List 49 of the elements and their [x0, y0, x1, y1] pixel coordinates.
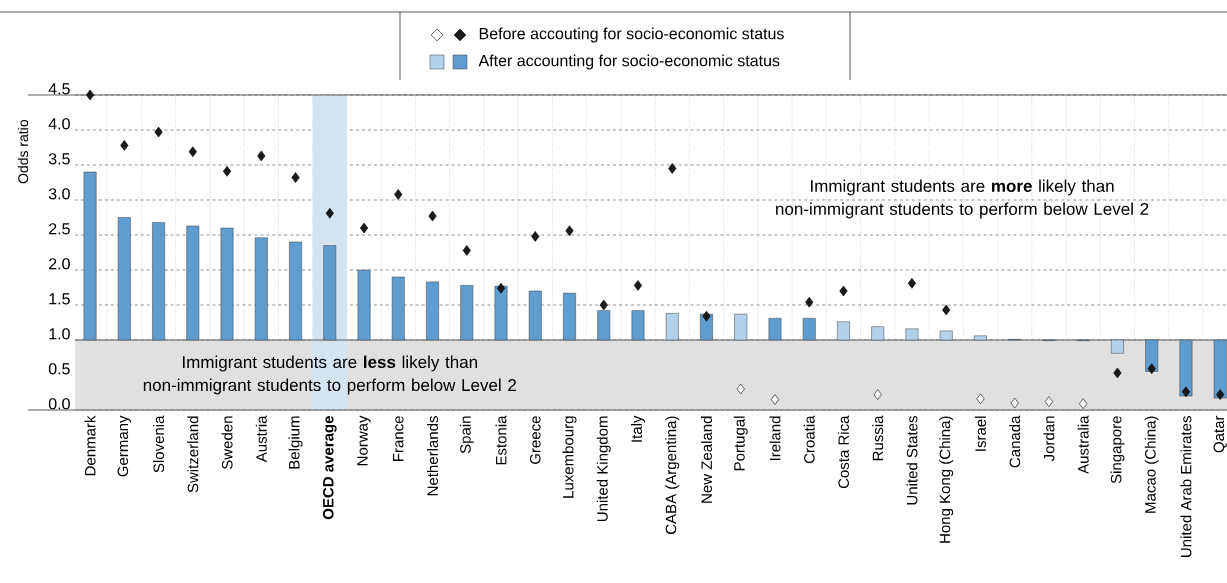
x-tick-label: Belgium: [288, 416, 303, 469]
x-tick-label: Switzerland: [187, 416, 199, 493]
y-tick-label: 3.5: [48, 153, 70, 165]
y-tick-label: 2.0: [49, 258, 70, 270]
x-tick-label: Croatia: [803, 415, 815, 464]
y-tick-label: 1.5: [49, 293, 70, 305]
x-tick-label: Canada: [1009, 415, 1021, 468]
band-label: Immigrant students are less likely than non-immigrant students to perform below Level 2: [143, 355, 516, 395]
x-tick-label: Netherlands: [427, 416, 439, 496]
x-tick-label: United States: [906, 416, 918, 505]
x-tick-label: France: [393, 416, 404, 461]
x-tick-label: Russia: [872, 415, 884, 461]
x-tick-label: Estonia: [495, 415, 507, 465]
x-tick-label: Costa Rica: [837, 415, 849, 489]
x-tick-label: Jordan: [1043, 416, 1055, 462]
x-tick-label: Sweden: [221, 416, 233, 470]
y-tick-label: 3.0: [48, 188, 70, 200]
x-tick-label: United Kingdom: [596, 416, 611, 522]
x-tick-label: Singapore: [1110, 416, 1125, 484]
x-tick-label: Germany: [117, 415, 132, 477]
x-tick-label: Spain: [459, 416, 474, 454]
x-tick-label: Ireland: [769, 416, 781, 460]
x-tick-label: Denmark: [84, 415, 96, 476]
y-tick-label: 4.5: [48, 83, 70, 95]
x-tick-label: Qatar: [1213, 415, 1227, 453]
x-tick-label: Portugal: [733, 416, 748, 471]
x-tick-label: Greece: [529, 416, 541, 464]
x-tick-label: New Zealand: [700, 416, 712, 503]
legend-label: After accounting for socio-economic status: [478, 54, 780, 70]
x-tick-label: CABA (Argentina): [665, 416, 680, 534]
x-tick-label: Macao (China): [1144, 416, 1159, 513]
x-tick-label: Hong Kong (China): [939, 416, 954, 543]
x-tick-label: Israel: [974, 416, 986, 451]
x-tick-label: Austria: [255, 415, 267, 463]
x-tick-label: Slovenia: [153, 415, 165, 473]
x-tick-label: Norway: [357, 415, 371, 466]
y-tick-label: 4.0: [48, 118, 70, 130]
x-tick-label: United Arab Emirates: [1180, 416, 1192, 557]
x-tick-label: OECD average: [322, 416, 337, 520]
y-tick-label: 2.5: [49, 223, 70, 235]
y-tick-label: 1.0: [49, 328, 70, 340]
annotation: Immigrant students are more likely than non-immigrant students to perform below Level 2: [776, 179, 1149, 219]
y-tick-label: 0.0: [48, 398, 70, 410]
x-tick-label: Australia: [1077, 415, 1089, 474]
y-tick-label: 0.5: [48, 363, 70, 375]
x-tick-label: Italy: [631, 415, 645, 442]
x-tick-label: Luxembourg: [562, 416, 577, 498]
y-axis-title: Odds ratio: [17, 120, 29, 184]
legend-label: Before accouting for socio-economic status: [479, 27, 784, 43]
